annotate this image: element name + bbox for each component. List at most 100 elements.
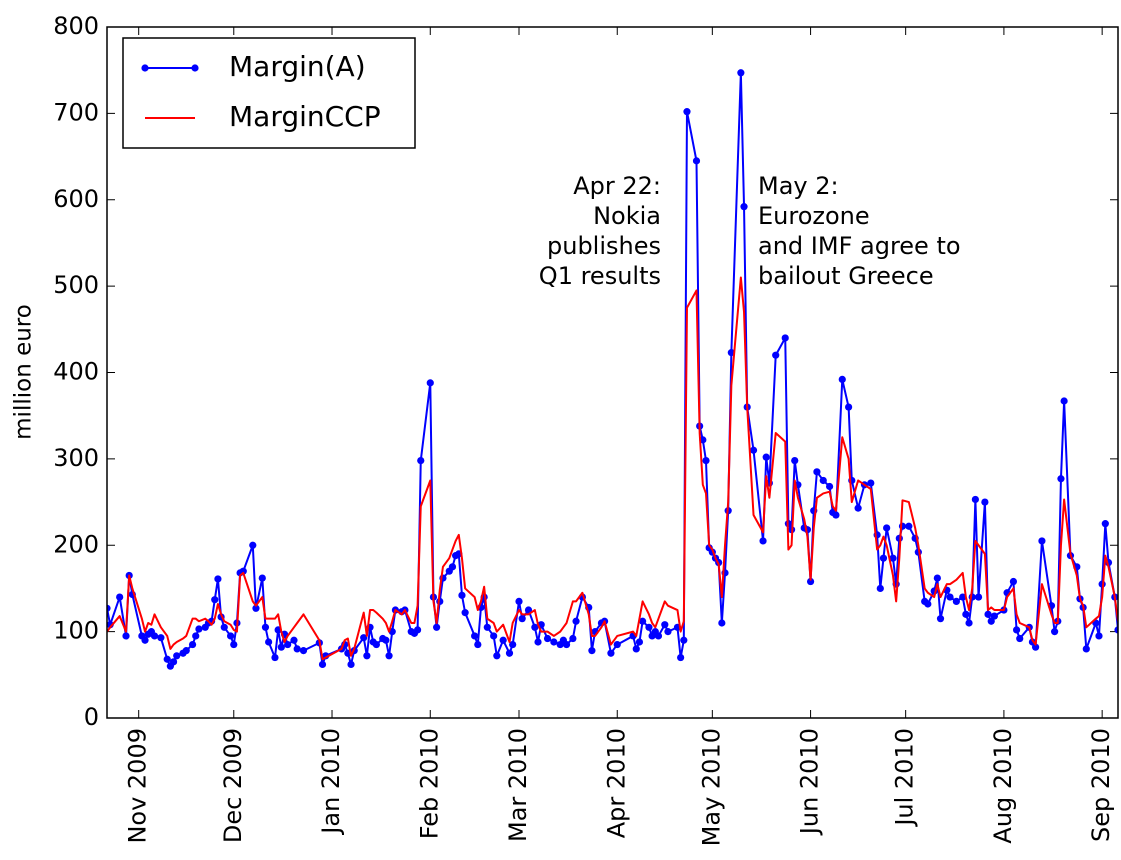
data-point [845,403,853,411]
data-point [192,632,200,640]
data-point [654,632,663,640]
data-point [265,638,273,646]
series-1 [107,276,1118,661]
data-point [664,628,672,636]
series-0 [107,69,1118,670]
data-point [534,638,542,646]
data-point [984,610,992,618]
data-point [1038,537,1046,545]
data-point [905,522,913,530]
data-point [981,498,989,506]
data-point [588,647,596,655]
data-point [360,634,368,642]
data-point [692,157,701,165]
data-point [883,524,891,532]
data-point [543,634,552,643]
data-point [461,609,469,617]
data-point [509,640,517,649]
data-point [363,652,371,660]
data-point [239,567,247,575]
data-point [613,640,621,649]
data-point [195,625,203,633]
data-point [1082,645,1090,653]
x-tick-label: Feb 2010 [415,728,443,839]
data-point [762,453,770,461]
data-point [1031,643,1040,651]
x-tick-label: Dec 2009 [219,728,247,843]
x-tick-label: Aug 2010 [989,728,1017,844]
data-point [879,554,888,562]
data-point [493,652,501,660]
data-point [252,604,260,612]
data-point [876,584,884,593]
x-tick-label: Sep 2010 [1087,728,1115,842]
data-point [959,593,967,601]
data-point [1114,626,1118,634]
legend-marker [191,64,199,72]
data-point [293,645,301,653]
x-tick-label: Mar 2010 [504,728,532,842]
data-point [952,597,960,605]
x-tick-label: Jan 2010 [317,728,345,836]
y-tick-label: 100 [53,617,99,645]
data-point [702,457,710,465]
data-point [645,623,653,631]
data-point [150,632,159,640]
data-point [924,600,932,608]
data-point [718,619,726,627]
data-point [832,511,840,519]
y-tick-label: 0 [84,703,99,731]
data-point [163,655,171,663]
data-point [781,334,789,342]
data-point [116,593,124,601]
data-point [290,636,298,644]
series-line [107,71,1118,668]
legend-marker [141,64,149,72]
data-point [680,636,688,644]
data-point [182,647,190,655]
data-point [214,575,222,583]
data-point [433,623,441,631]
data-point [825,482,834,491]
y-tick-label: 200 [53,530,99,558]
y-tick-label: 300 [53,444,99,472]
data-point [962,610,970,618]
legend-label: MarginCCP [229,100,381,133]
data-point [1012,626,1021,634]
data-point [524,606,533,614]
data-point [683,108,691,116]
data-point [990,612,998,620]
data-point [490,632,498,640]
data-point [1060,397,1068,405]
data-point [772,351,780,359]
data-point [458,591,466,599]
data-point [838,375,846,384]
data-point [740,203,748,211]
annotation-line: Apr 22: [573,172,661,200]
data-point [550,638,558,646]
annotation-line: Nokia [593,202,661,230]
data-point [971,495,979,504]
data-point [867,479,875,487]
data-point [854,504,862,512]
data-point [474,640,482,649]
x-tick-label: Jun 2010 [796,728,824,836]
data-point [515,597,523,605]
data-point [1057,475,1065,483]
data-point [1101,520,1109,528]
data-point [819,476,827,485]
data-point [471,632,479,640]
data-point [987,617,995,625]
data-point [417,457,425,465]
data-point [1016,634,1024,643]
data-point [122,632,130,640]
data-point [661,621,669,629]
y-axis-label: million euro [11,304,37,440]
x-tick-label: May 2010 [697,728,725,846]
data-point [188,640,197,649]
data-point [169,658,178,666]
data-point [385,652,393,660]
data-point [499,636,507,644]
data-point [677,653,685,662]
data-point [271,653,279,662]
